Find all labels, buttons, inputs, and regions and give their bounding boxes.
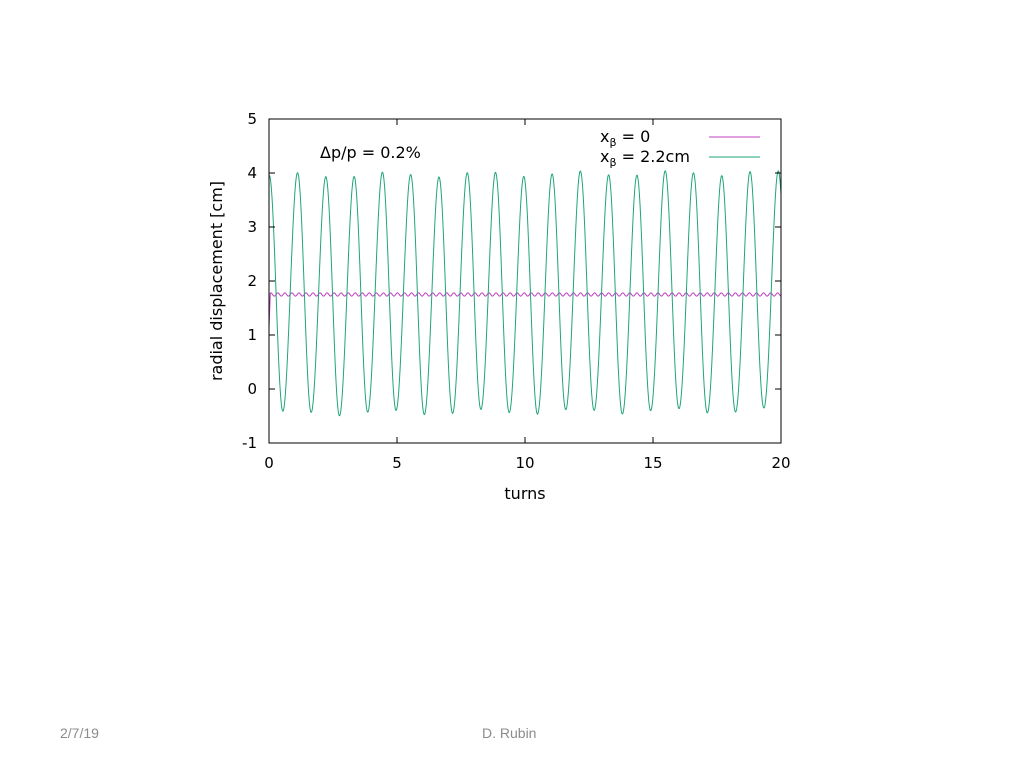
plot-lines [268,170,782,417]
y-tick-label: 4 [247,164,257,182]
plot-frame [268,118,782,444]
y-tick-label: 0 [247,380,257,398]
y-tick-label: 5 [247,110,257,128]
footer-author: D. Rubin [482,725,537,741]
y-tick-label: 2 [247,272,257,290]
footer-date: 2/7/19 [60,725,99,741]
legend: xβ = 0xβ = 2.2cm [600,127,760,169]
series-line-xbeta-2.2cm [268,170,782,417]
legend-label: xβ = 0 [600,127,650,149]
series-line-xbeta-0 [268,292,782,327]
annotation: Δp/p = 0.2% [320,143,421,162]
y-axis-title: radial displacement [cm] [207,181,226,381]
axis-ticks: 0 5 10 15 20 -1 0 1 2 3 4 5 [242,110,791,472]
x-tick-label: 0 [264,454,274,472]
x-tick-label: 20 [771,454,790,472]
y-tick-label: 3 [247,218,257,236]
x-tick-label: 5 [392,454,402,472]
y-tick-label: 1 [247,326,257,344]
y-tick-label: -1 [242,434,257,452]
x-tick-label: 15 [643,454,662,472]
x-tick-label: 10 [515,454,534,472]
x-axis-title: turns [504,484,545,503]
legend-label: xβ = 2.2cm [600,147,690,169]
